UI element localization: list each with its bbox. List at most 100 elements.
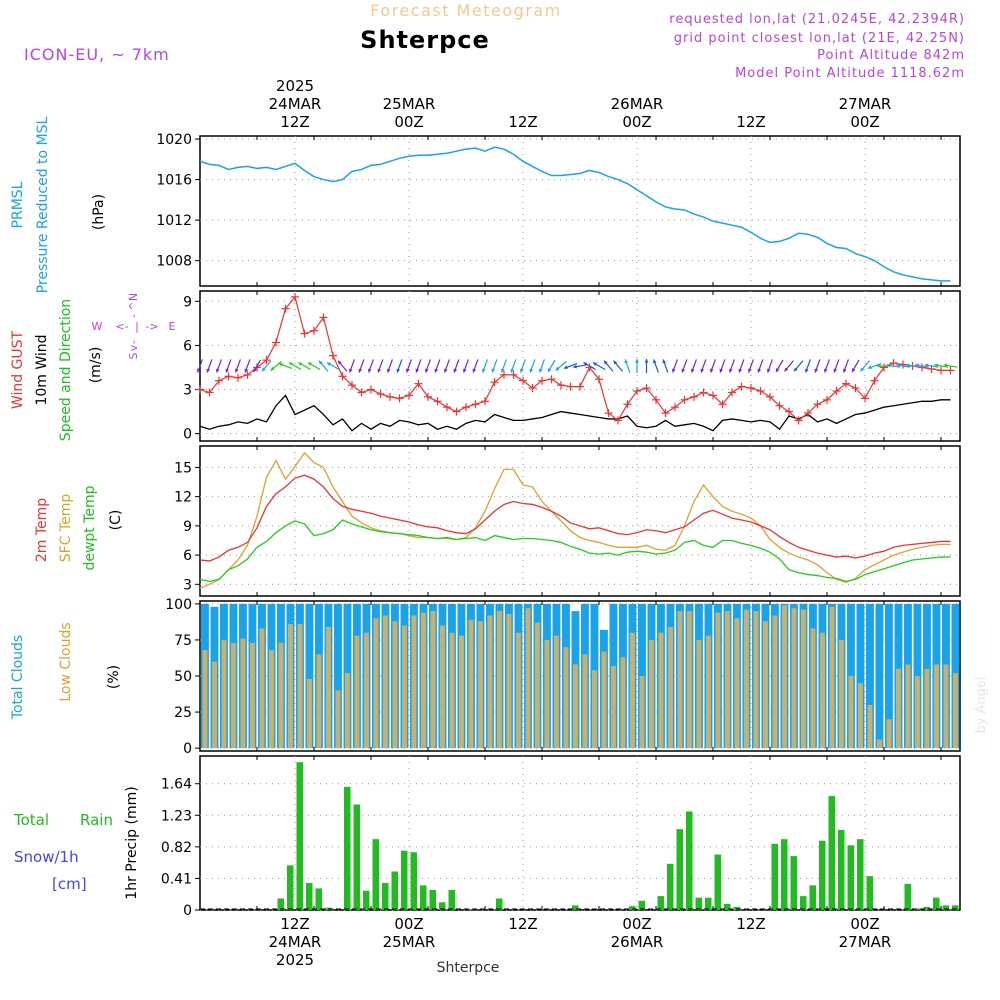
label-cm: [cm] (52, 875, 87, 893)
arrow-head (235, 368, 239, 373)
clouds-panel: 0 25 50 75 100 (165, 597, 961, 757)
low-cloud-bar (316, 654, 322, 749)
low-cloud-bar (487, 615, 493, 749)
low-cloud-bar (525, 608, 531, 749)
gust-point (880, 363, 888, 372)
label-ms: (m/s) (88, 347, 104, 384)
arrow-head (934, 363, 938, 368)
total-cloud-bar (305, 603, 314, 749)
gust-point (671, 403, 679, 412)
low-cloud-bar (392, 621, 398, 749)
gust-point (281, 304, 290, 313)
pressure-line (199, 146, 951, 282)
arrow-head (824, 368, 828, 373)
wind-direction-arrow (197, 359, 203, 373)
label-low-clouds: Low Clouds (58, 622, 74, 701)
rain-bar (448, 889, 455, 910)
rain-bar (315, 888, 322, 910)
wind-direction-arrow (860, 360, 870, 372)
wind-direction-arrow (425, 359, 431, 373)
total-cloud-bar (856, 603, 865, 749)
rain-bar (439, 902, 446, 910)
gust-point (433, 397, 442, 406)
low-cloud-bar (231, 642, 236, 749)
panel-frame (199, 755, 961, 911)
gust-point (861, 394, 869, 403)
wind-direction-arrow (719, 359, 726, 373)
low-cloud-bar (620, 657, 626, 749)
label-dewpt-temp: dewpt Temp (82, 485, 98, 570)
wind-direction-arrow (833, 359, 840, 373)
low-cloud-bar (886, 719, 892, 749)
label-precip-unit: 1hr Precip (mm) (124, 786, 140, 899)
gust-point (756, 387, 765, 395)
wind-direction-arrow (757, 359, 764, 373)
compass-arrow-bottom: v (127, 344, 140, 351)
gust-point (832, 387, 841, 395)
arrow-head (886, 363, 891, 368)
wind-direction-arrow (851, 359, 860, 373)
low-cloud-bar (639, 676, 645, 749)
arrow-head (710, 368, 714, 373)
wind-direction-arrow (662, 359, 669, 373)
wind-direction-arrow (278, 363, 293, 369)
rain-bar (790, 856, 797, 910)
ytick-label: 15 (174, 460, 192, 476)
arrow-head (338, 360, 342, 365)
arrow-head (444, 368, 448, 373)
arrow-head (700, 368, 705, 373)
gust-point (291, 292, 299, 301)
grid (195, 446, 960, 596)
bottom-time-label: 00Z (622, 915, 651, 933)
arrow-head (463, 368, 467, 373)
gust-point (718, 400, 727, 409)
wind-direction-arrow (805, 359, 811, 373)
arrow-head (624, 359, 629, 364)
arrow-head (288, 362, 293, 366)
wind-direction-arrow (681, 359, 688, 373)
wind-direction-arrow (613, 360, 623, 372)
top-time-label: 2025 (276, 77, 314, 95)
arrow-head (943, 363, 948, 368)
low-cloud-bar (677, 611, 683, 749)
arrow-head (482, 368, 486, 373)
low-cloud-bar (744, 609, 749, 749)
wind-direction-arrow (738, 359, 745, 373)
wind-direction-arrow (843, 359, 849, 373)
low-cloud-bar (402, 625, 407, 749)
bottom-time-label: 12Z (508, 915, 537, 933)
top-time-label: 24MAR (269, 95, 322, 113)
wind-direction-arrow (434, 359, 441, 373)
rain-bar (828, 796, 835, 910)
arrow-head (520, 368, 524, 373)
gust-point (471, 400, 480, 409)
arrow-head (843, 368, 847, 373)
temp-2m-line (199, 474, 951, 562)
arrow-head (738, 368, 743, 373)
wind-direction-arrow (700, 359, 707, 373)
gust-point (310, 326, 318, 335)
rain-bar (391, 871, 398, 910)
arrow-head (555, 366, 560, 371)
wind-direction-arrow (307, 361, 321, 371)
gust-point (623, 400, 632, 409)
low-cloud-bar (934, 664, 939, 749)
arrow-head (225, 368, 230, 373)
arrow-head (905, 363, 910, 368)
low-cloud-bar (354, 635, 360, 749)
low-cloud-bar (715, 612, 721, 749)
rain-bar (410, 852, 417, 910)
arrow-head (592, 362, 597, 366)
rain-bar (809, 885, 816, 910)
top-time-label: 25MAR (383, 95, 436, 113)
gust-point (243, 370, 252, 379)
arrow-head (691, 368, 695, 373)
wind-direction-arrow (520, 359, 526, 373)
arrow-head (729, 368, 733, 373)
gust-point (813, 400, 822, 409)
low-cloud-bar (791, 608, 797, 749)
low-cloud-bar (782, 605, 787, 749)
gust-point (205, 388, 214, 397)
arrow-head (539, 368, 543, 373)
